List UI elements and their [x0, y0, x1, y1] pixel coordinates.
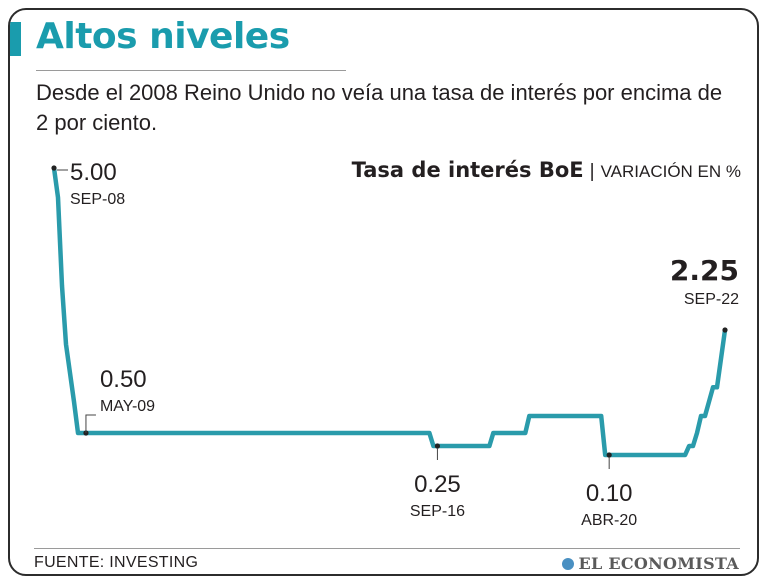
title-accent-bar [10, 22, 21, 56]
annotation-2-value-label: 0.50 [100, 366, 147, 393]
title-underline [36, 70, 346, 71]
globe-icon [562, 558, 575, 570]
annotation-3-value-label: 0.25 [414, 471, 461, 498]
annotation-5-date-label: SEP-22 [684, 291, 739, 308]
page-title: Altos niveles [36, 16, 290, 57]
interest-rate-chart: 5.00 SEP-08 0.50 MAY-09 0.25 SEP-16 0.10 ABR-20… [51, 159, 739, 529]
annotation-4-date-label: ABR-20 [581, 512, 637, 529]
annotation-3-date-label: SEP-16 [410, 503, 465, 520]
annotation-5-dot [722, 327, 728, 333]
annotation-1-dot [51, 165, 57, 171]
annotation-3-dot [434, 443, 441, 449]
annotation-2-date-label: MAY-09 [100, 398, 155, 415]
annotation-1-value-label: 5.00 [70, 159, 117, 186]
brand-name: EL ECONOMISTA [578, 554, 739, 573]
chart-unit-label: VARIACIÓN EN % [600, 162, 741, 181]
annotation-4-value-label: 0.10 [586, 480, 633, 507]
annotation-5-value-label: 2.25 [670, 254, 739, 287]
brand-logo: EL ECONOMISTA [562, 554, 739, 573]
infographic-frame: Altos niveles Desde el 2008 Reino Unido … [8, 8, 759, 576]
chart-title-separator: | [589, 161, 595, 182]
chart-title-main: Tasa de interés BoE [351, 158, 584, 182]
page-subtitle: Desde el 2008 Reino Unido no veía una ta… [36, 80, 723, 135]
chart-title: Tasa de interés BoE | VARIACIÓN EN % [352, 158, 741, 183]
source-note: FUENTE: INVESTING [34, 554, 199, 571]
footer-divider [34, 548, 740, 549]
annotation-4-dot [606, 452, 612, 458]
annotation-1-date-label: SEP-08 [70, 191, 125, 208]
rate-series-line [51, 165, 728, 458]
annotation-2-leader [85, 414, 96, 433]
